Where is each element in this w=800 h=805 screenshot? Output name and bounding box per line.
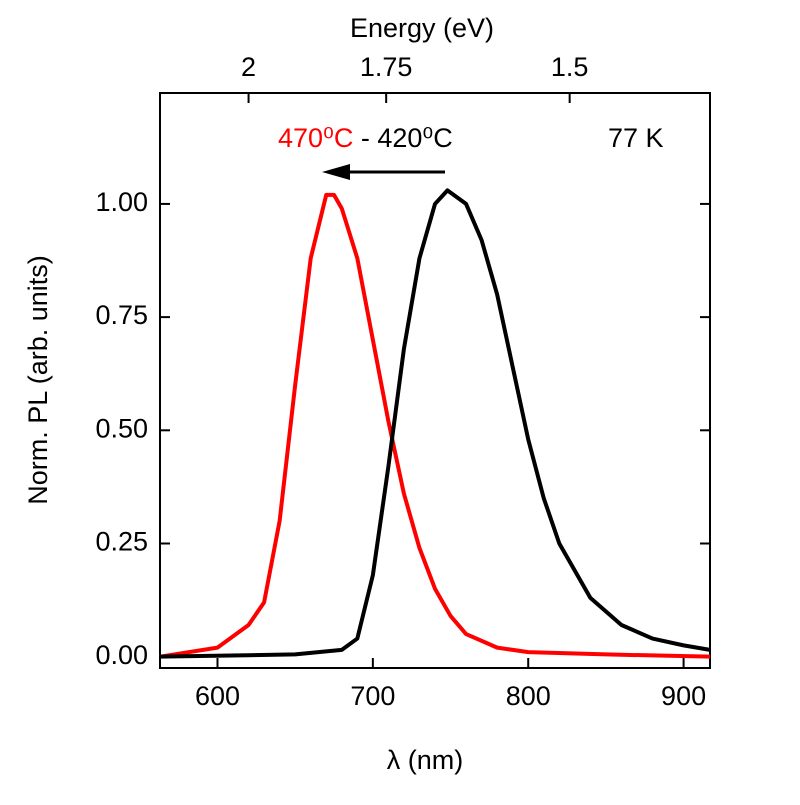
annotation: 77 K (608, 123, 664, 153)
y-tick-label: 0.25 (95, 527, 148, 557)
x-tick-label: 700 (350, 681, 395, 711)
y-tick-label: 0.50 (95, 413, 148, 443)
y-tick-label: 0.00 (95, 640, 148, 670)
annotation-black: - 420⁰C (353, 123, 452, 153)
y-axis-label: Norm. PL (arb. units) (23, 255, 53, 505)
y-tick-label: 1.00 (95, 187, 148, 217)
annotation: 470⁰C - 420⁰C (278, 123, 453, 153)
line-series (159, 192, 711, 659)
arrow-head (322, 164, 350, 180)
x-tick-label: 600 (195, 681, 240, 711)
x2-tick-label: 2 (241, 52, 256, 82)
annotation-red: 470⁰C (278, 123, 353, 153)
x2-tick-label: 1.5 (551, 52, 589, 82)
y-tick-label: 0.75 (95, 300, 148, 330)
x2-axis-label: Energy (eV) (350, 13, 494, 43)
x-tick-label: 800 (506, 681, 551, 711)
plot-frame (159, 92, 711, 669)
x-tick-label: 900 (661, 681, 706, 711)
x2-tick-label: 1.75 (360, 52, 413, 82)
line-series (159, 188, 711, 659)
x-axis-label: λ (nm) (387, 745, 464, 775)
